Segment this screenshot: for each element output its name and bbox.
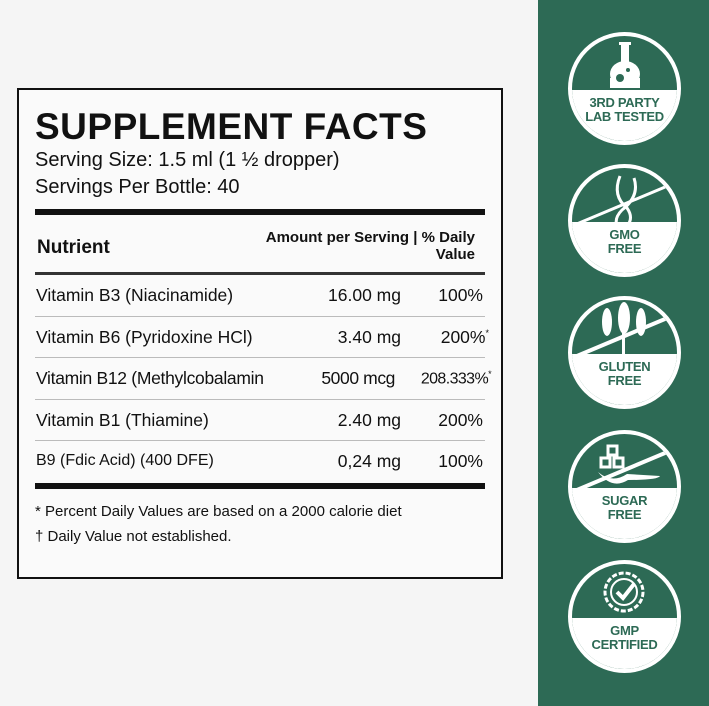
- badge-text: GLUTEN: [598, 359, 651, 374]
- sugar-spoon-icon: [572, 444, 677, 494]
- footnote-not-established: † Daily Value not established.: [35, 527, 232, 545]
- divider-thick: [35, 482, 485, 489]
- table-row: Vitamin B3 (Niacinamide) 16.00 mg 100%: [35, 275, 485, 317]
- badge-text: LAB TESTED: [585, 109, 664, 124]
- nutrient-dv: 200%*: [441, 327, 489, 348]
- header-amount-line2: Value: [435, 246, 475, 263]
- nutrient-amount: 5000 mcg: [321, 368, 395, 388]
- table-row: Vitamin B1 (Thiamine) 2.40 mg 200%: [35, 400, 485, 441]
- badge-text: 3RD PARTY: [589, 95, 660, 110]
- nutrient-amount: 0,24 mg: [337, 451, 401, 471]
- nutrient-name: Vitamin B12 (Methylcobalamin: [36, 368, 264, 388]
- badge-text: FREE: [607, 241, 642, 256]
- supplement-facts-label: SUPPLEMENT FACTS Serving Size: 1.5 ml (1…: [17, 88, 503, 579]
- badge-text: SUGAR: [601, 493, 648, 508]
- nutrient-dv: 100%: [438, 451, 483, 472]
- nutrient-amount: 3.40 mg: [337, 326, 401, 347]
- divider-medium: [35, 272, 485, 275]
- nutrient-dv: 200%: [438, 410, 483, 431]
- table-row: Vitamin B12 (Methylcobalamin 5000 mcg 208.…: [35, 358, 492, 400]
- serving-size: Serving Size: 1.5 ml (1 ½ dropper): [35, 149, 340, 171]
- nutrient-dv: 208.333%*: [420, 369, 492, 388]
- nutrient-dv: 100%: [438, 285, 483, 306]
- header-amount-line1: Amount per Serving | % Daily: [265, 229, 475, 246]
- wheat-icon: [572, 302, 677, 360]
- label-title: SUPPLEMENT FACTS: [35, 106, 428, 147]
- badge-gmp-certified: GMP CERTIFIED: [568, 560, 681, 673]
- dv-value: 100%: [438, 285, 483, 305]
- nutrient-rows: Vitamin B3 (Niacinamide) 16.00 mg 100% Vit…: [35, 275, 492, 483]
- table-header: Nutrient Amount per Serving | % Daily Val…: [35, 215, 485, 272]
- footnote-daily-values: * Percent Daily Values are based on a 20…: [35, 502, 402, 520]
- header-amount: Amount per Serving | % Daily Value: [215, 229, 475, 263]
- badge-text: FREE: [607, 373, 642, 388]
- footnotes: * Percent Daily Values are based on a 20…: [35, 499, 485, 549]
- badge-sugar-free: SUGAR FREE: [568, 430, 681, 543]
- header-nutrient: Nutrient: [37, 237, 110, 258]
- dv-value: 200%: [438, 409, 483, 430]
- badge-text: GMO: [609, 227, 640, 242]
- badge-text: CERTIFIED: [591, 637, 658, 652]
- table-row: Vitamin B6 (Pyridoxine HCl) 3.40 mg 200%*: [35, 317, 489, 358]
- dna-icon: [572, 175, 677, 228]
- check-seal-icon: [603, 571, 645, 613]
- dv-value: 208.333%: [420, 370, 489, 388]
- badge-lab-tested: 3RD PARTY LAB TESTED: [568, 32, 681, 145]
- nutrient-name: Vitamin B3 (Niacinamide): [36, 285, 234, 305]
- badge-text: FREE: [607, 507, 642, 522]
- divider-thick: [35, 209, 485, 215]
- table-row: B9 (Fdic Acid) (400 DFE) 0,24 mg 100%: [35, 441, 485, 483]
- nutrient-name: Vitamin B6 (Pyridoxine HCl): [36, 326, 253, 347]
- badge-text: GMP: [610, 623, 639, 638]
- flask-icon: [610, 42, 640, 88]
- servings-per-bottle: Servings Per Bottle: 40: [35, 176, 240, 198]
- dv-value: 100%: [438, 451, 483, 471]
- nutrient-amount: 2.40 mg: [337, 409, 401, 430]
- nutrient-name: Vitamin B1 (Thiamine): [36, 409, 209, 430]
- dv-value: 200%: [440, 326, 486, 347]
- dv-mark: *: [488, 369, 491, 379]
- badge-gluten-free: GLUTEN FREE: [568, 296, 681, 409]
- nutrient-amount: 16.00 mg: [328, 285, 401, 305]
- nutrient-name: B9 (Fdic Acid) (400 DFE): [36, 452, 214, 469]
- badge-gmo-free: GMO FREE: [568, 164, 681, 277]
- dv-mark: *: [485, 327, 489, 338]
